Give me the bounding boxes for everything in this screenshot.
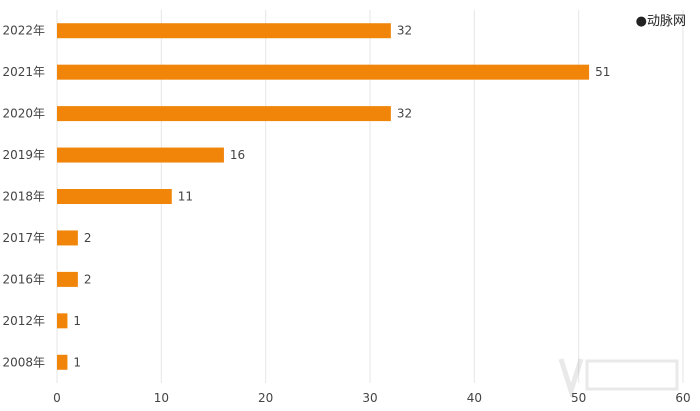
- data-label: 32: [397, 24, 412, 38]
- bar: [57, 23, 391, 39]
- x-tick-label: 10: [154, 391, 169, 405]
- data-label: 51: [595, 65, 610, 79]
- category-label: 2012年: [2, 314, 45, 328]
- x-tick-label: 30: [362, 391, 377, 405]
- category-label: 2018年: [2, 190, 45, 204]
- bar: [57, 64, 590, 80]
- bar: [57, 313, 68, 329]
- category-label: 2016年: [2, 272, 45, 286]
- data-label: 1: [73, 314, 81, 328]
- data-label: 32: [397, 107, 412, 121]
- data-label: 2: [84, 272, 92, 286]
- category-label: 2022年: [2, 24, 45, 38]
- bar: [57, 189, 172, 204]
- data-label: 11: [178, 190, 193, 204]
- category-label: 2017年: [2, 231, 45, 245]
- bar: [57, 354, 68, 370]
- x-tick-label: 0: [53, 391, 61, 405]
- x-tick-labels: 0 10 20 30 40 50 60: [53, 391, 690, 405]
- x-tick-label: 60: [675, 391, 690, 405]
- watermark-logo: [558, 358, 679, 397]
- brand-label: ●动脉网: [635, 14, 686, 29]
- x-tick-label: 50: [571, 391, 586, 405]
- category-labels: 2022年 2021年 2020年 2019年 2018年 2017年 2016年 2012年…: [2, 24, 45, 370]
- bars: [57, 23, 590, 370]
- category-label: 2019年: [2, 148, 45, 162]
- category-label: 2008年: [2, 355, 45, 369]
- data-label: 2: [84, 231, 92, 245]
- bar: [57, 147, 224, 163]
- category-label: 2020年: [2, 107, 45, 121]
- data-label: 1: [73, 355, 81, 369]
- x-tick-label: 40: [467, 391, 482, 405]
- data-label: 16: [230, 148, 245, 162]
- bar: [57, 106, 391, 122]
- x-tick-label: 20: [258, 391, 273, 405]
- category-label: 2021年: [2, 65, 45, 79]
- bar: [57, 271, 78, 287]
- bar: [57, 230, 78, 246]
